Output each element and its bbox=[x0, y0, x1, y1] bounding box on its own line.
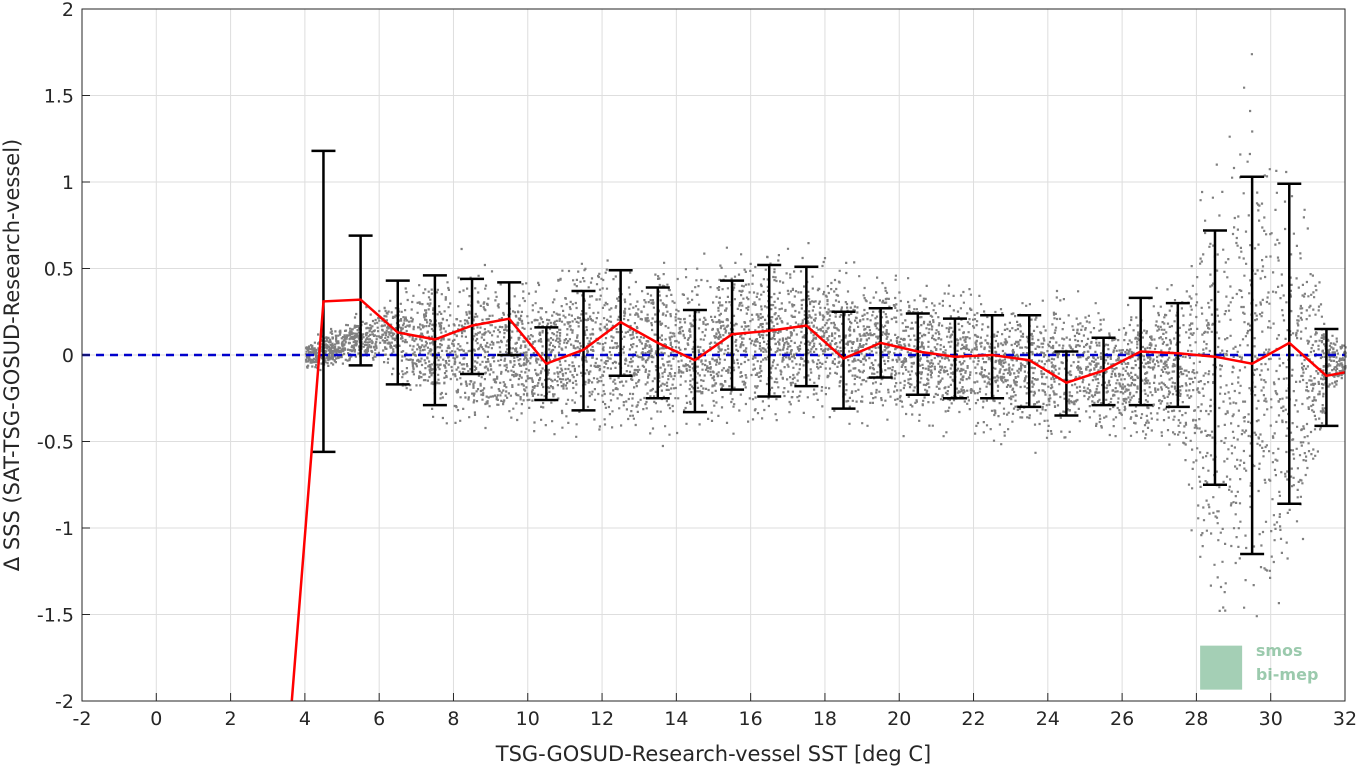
y-tick-label: 0 bbox=[62, 345, 74, 367]
y-tick-label: -0.5 bbox=[37, 432, 74, 454]
scatter-points bbox=[304, 53, 1347, 618]
x-tick-label: 26 bbox=[1110, 708, 1134, 730]
y-axis-title: Δ SSS (SAT-TSG-GOSUD-Research-vessel) bbox=[0, 139, 24, 571]
y-axis-ticks: -2 -1.5 -1 -0.5 0 0.5 1 1.5 2 bbox=[37, 0, 90, 713]
x-tick-label: 24 bbox=[1036, 708, 1060, 730]
watermark-line2: bi-mep bbox=[1256, 665, 1319, 684]
y-tick-label: 0.5 bbox=[44, 259, 74, 281]
x-tick-label: 20 bbox=[887, 708, 911, 730]
smos-bimep-watermark: smos bi-mep bbox=[1200, 641, 1318, 690]
error-bar bbox=[831, 310, 856, 410]
x-axis-title: TSG-GOSUD-Research-vessel SST [deg C] bbox=[495, 742, 932, 766]
error-bar bbox=[1314, 327, 1339, 428]
x-tick-label: 10 bbox=[516, 708, 540, 730]
x-tick-label: 30 bbox=[1259, 708, 1283, 730]
y-tick-label: -1.5 bbox=[37, 605, 74, 627]
x-tick-label: 12 bbox=[590, 708, 614, 730]
y-tick-label: 1.5 bbox=[44, 86, 74, 108]
error-bar bbox=[980, 313, 1005, 400]
x-tick-label: 0 bbox=[150, 708, 162, 730]
y-tick-label: -1 bbox=[55, 518, 74, 540]
error-bar bbox=[1240, 175, 1265, 556]
y-tick-label: 2 bbox=[62, 0, 74, 21]
x-axis-ticks: -2 0 2 4 6 8 10 12 14 16 18 20 22 24 26 28 30 32 bbox=[73, 693, 1357, 730]
error-bar bbox=[905, 312, 930, 397]
mean-line bbox=[290, 298, 1346, 702]
x-tick-label: -2 bbox=[73, 708, 92, 730]
error-bar bbox=[1165, 301, 1190, 409]
x-tick-label: 32 bbox=[1333, 708, 1357, 730]
x-tick-label: 28 bbox=[1184, 708, 1208, 730]
x-tick-label: 22 bbox=[961, 708, 985, 730]
x-tick-label: 14 bbox=[664, 708, 688, 730]
x-tick-label: 6 bbox=[373, 708, 385, 730]
y-tick-label: 1 bbox=[62, 172, 74, 194]
scatter-cloud bbox=[304, 53, 1347, 618]
watermark-line1: smos bbox=[1256, 641, 1303, 660]
x-tick-label: 2 bbox=[225, 708, 237, 730]
error-bar bbox=[942, 317, 967, 400]
y-tick-label: -2 bbox=[55, 691, 74, 713]
x-tick-label: 16 bbox=[739, 708, 763, 730]
x-tick-label: 18 bbox=[813, 708, 837, 730]
x-tick-label: 8 bbox=[447, 708, 459, 730]
x-tick-label: 4 bbox=[299, 708, 311, 730]
watermark-logo-icon bbox=[1200, 645, 1243, 690]
